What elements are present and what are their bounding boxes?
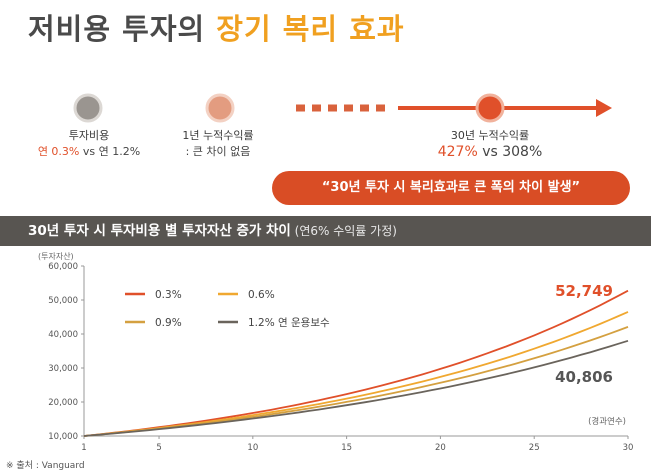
series-line-4 xyxy=(83,339,629,437)
timeline-stage-1year: 1년 누적수익률 : 큰 차이 없음 xyxy=(158,128,278,160)
value-annotation-2: 40,806 xyxy=(555,368,613,386)
source-note: ※ 출처 : Vanguard xyxy=(6,461,85,471)
legend-label-4: 1.2% 연 운용보수 xyxy=(248,317,330,329)
x-tick-label: 5 xyxy=(156,443,161,453)
legend-label-1: 0.3% xyxy=(155,289,182,301)
y-tick-label: 10,000 xyxy=(48,432,78,442)
y-tick-label: 60,000 xyxy=(48,262,78,272)
chart-subtitle: (연6% 수익률 가정) xyxy=(290,224,397,238)
x-tick-label: 1 xyxy=(81,443,86,453)
y-tick-label: 30,000 xyxy=(48,364,78,374)
callout-pill: “30년 투자 시 복리효과로 큰 폭의 차이 발생” xyxy=(272,171,630,205)
stage-cost-head: 투자비용 xyxy=(68,129,110,142)
chart-title-band: 30년 투자 시 투자비용 별 투자자산 증가 차이 (연6% 수익률 가정) xyxy=(0,216,651,246)
timeline-node-1 xyxy=(73,93,103,123)
title-highlight: 장기 복리 효과 xyxy=(216,12,405,46)
series-line-3 xyxy=(83,326,629,437)
timeline-stage-30year: 30년 누적수익률 427% vs 308% xyxy=(415,128,565,160)
y-tick-label: 40,000 xyxy=(48,330,78,340)
series-line-1 xyxy=(83,289,629,437)
stage-30year-head: 30년 누적수익률 xyxy=(450,129,530,142)
y-tick-label: 50,000 xyxy=(48,296,78,306)
stage-1year-head: 1년 누적수익률 xyxy=(182,129,254,142)
legend-label-2: 0.6% xyxy=(248,289,275,301)
timeline-node-3 xyxy=(475,93,505,123)
page-title: 저비용 투자의 장기 복리 효과 xyxy=(28,6,405,48)
x-axis-label: (경과연수) xyxy=(588,416,626,427)
x-tick-label: 30 xyxy=(623,443,634,453)
x-tick-label: 25 xyxy=(529,443,540,453)
chart-title: 30년 투자 시 투자비용 별 투자자산 증가 차이 xyxy=(28,223,291,239)
timeline-node-2 xyxy=(205,93,235,123)
value-annotation-1: 52,749 xyxy=(555,282,613,300)
timeline-graphic xyxy=(8,93,612,123)
x-tick-label: 15 xyxy=(341,443,352,453)
timeline-stage-cost: 투자비용 연 0.3% vs 연 1.2% xyxy=(20,128,158,160)
stage-30year-detail: 427% vs 308% xyxy=(437,144,543,160)
title-main: 저비용 투자의 xyxy=(28,12,206,46)
x-tick-label: 10 xyxy=(247,443,258,453)
stage-1year-detail: : 큰 차이 없음 xyxy=(185,145,251,158)
y-tick-label: 20,000 xyxy=(48,398,78,408)
timeline-arrow-head xyxy=(596,99,612,117)
x-tick-label: 20 xyxy=(435,443,446,453)
legend-label-3: 0.9% xyxy=(155,317,182,329)
stage-cost-detail: 연 0.3% vs 연 1.2% xyxy=(37,145,141,158)
y-axis-label: (투자자산) xyxy=(38,251,74,261)
